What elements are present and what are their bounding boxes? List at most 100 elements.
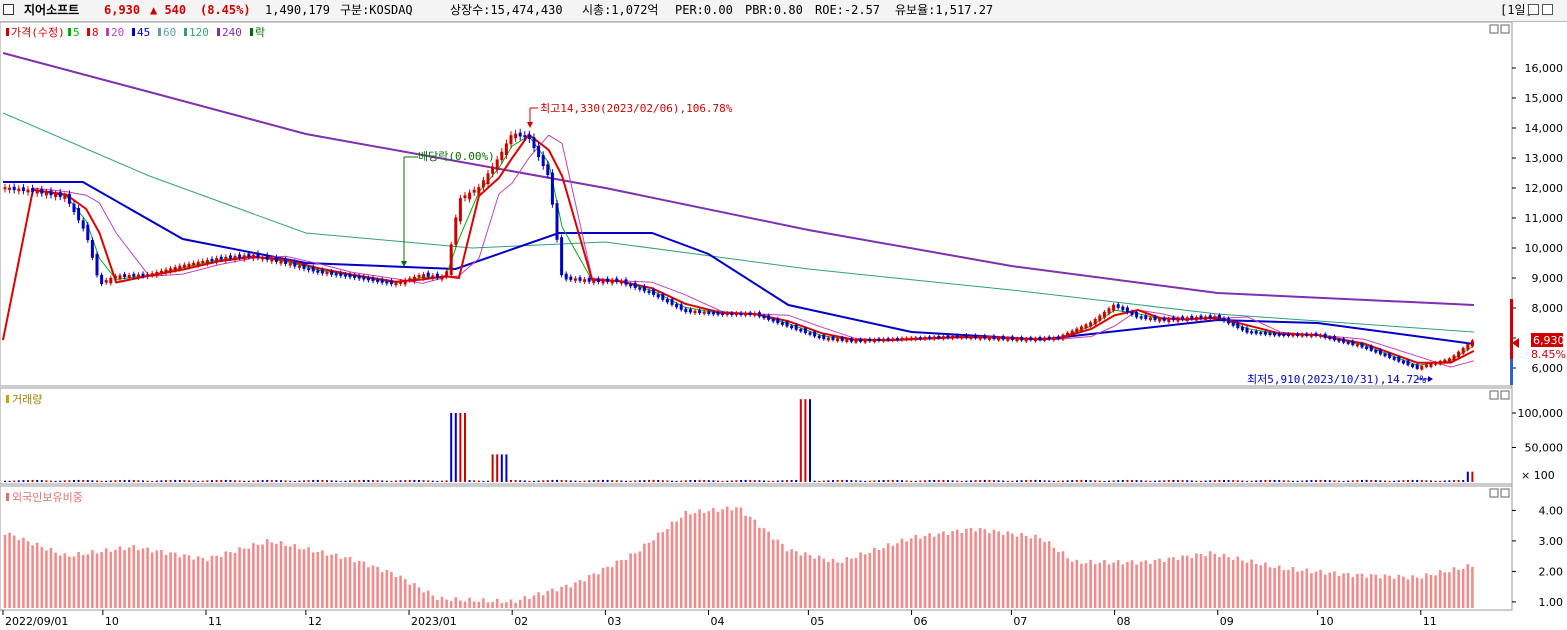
volume-bar [542, 480, 545, 482]
volume-bar [652, 479, 655, 482]
foreign-bar [799, 555, 803, 608]
candle-body [721, 312, 725, 315]
candle-body [794, 324, 798, 330]
foreign-bar [1080, 563, 1083, 608]
volume-bar [86, 480, 89, 482]
volume-bar [1379, 480, 1382, 482]
volume-bar [799, 399, 802, 482]
volume-bar [1025, 480, 1028, 482]
candle-body [1052, 337, 1056, 341]
foreign-bar [850, 558, 853, 608]
volume-bar [1200, 480, 1202, 482]
candle-body [63, 195, 67, 199]
volume-bar [1430, 480, 1432, 482]
foreign-bar [1337, 575, 1341, 608]
volume-bar [192, 480, 195, 482]
volume-bar [224, 479, 227, 482]
candle-body [491, 166, 495, 174]
candle-body [573, 278, 577, 281]
foreign-bar [293, 544, 297, 608]
candle-body [486, 173, 490, 184]
volume-bar [933, 479, 936, 482]
candle-body [1415, 364, 1419, 369]
volume-bar [615, 480, 618, 482]
select-checkbox[interactable] [3, 4, 14, 15]
candle-body [546, 164, 550, 176]
candle-body [831, 336, 835, 341]
volume-bar [763, 480, 765, 482]
foreign-bar [684, 510, 688, 608]
foreign-bar [753, 519, 757, 608]
foreign-bar [859, 552, 862, 608]
foreign-bar [675, 521, 678, 608]
x-tick-label: 11 [208, 615, 222, 628]
volume-bar [694, 479, 696, 482]
candle-body [900, 337, 904, 341]
maximize-icon[interactable] [1542, 4, 1553, 15]
candle-body [734, 313, 738, 316]
foreign-bar [137, 550, 140, 608]
candle-body [711, 312, 715, 315]
volume-bar [312, 479, 315, 482]
foreign-bar [1176, 560, 1180, 608]
ma-line-20 [2, 134, 1475, 368]
foreign-bar [348, 556, 352, 608]
period-selector[interactable]: [1일] [1500, 3, 1533, 17]
candle-body [325, 272, 329, 275]
volume-bar [878, 480, 880, 482]
candle-body [196, 261, 200, 266]
candle-body [1056, 336, 1060, 339]
candle-body [205, 259, 209, 264]
chart-canvas[interactable]: 가격(수정) 5 8 20 45 60 120 240 락 거래량 외국인보유비중 16,000… [0, 22, 1567, 630]
volume-bar [740, 480, 742, 482]
volume-bar [1333, 480, 1336, 482]
candle-body [449, 244, 453, 275]
foreign-bar [1158, 558, 1161, 608]
candle-body [1240, 326, 1244, 331]
foreign-bar [923, 535, 927, 608]
candle-body [481, 180, 485, 188]
candle-body [541, 155, 545, 167]
volume-bar [1154, 480, 1156, 482]
volume-bar [1250, 480, 1253, 482]
legend-item: 락 [255, 26, 265, 39]
foreign-panel-controls[interactable] [1489, 488, 1510, 498]
foreign-bar [1296, 571, 1299, 608]
candle-body [1277, 333, 1281, 336]
foreign-bar [1047, 541, 1051, 608]
foreign-bar [1291, 567, 1295, 608]
candle-body [955, 334, 959, 338]
candle-body [17, 188, 21, 192]
foreign-bar [1162, 561, 1166, 608]
candle-body [21, 187, 25, 192]
price-panel-controls[interactable] [1489, 24, 1510, 34]
candle-body [1148, 317, 1152, 321]
volume-bar [634, 480, 637, 482]
volume-bar [1112, 480, 1115, 482]
volume-bar [169, 479, 172, 482]
volume-bar [1301, 480, 1304, 482]
minimize-icon[interactable] [1528, 4, 1539, 15]
candle-body [1061, 334, 1065, 340]
candle-body [1125, 307, 1129, 313]
volume-bar [266, 479, 269, 482]
volume-panel-controls[interactable] [1489, 390, 1510, 400]
candle-body [394, 282, 398, 286]
volume-bar [997, 480, 1000, 482]
volume-bar [183, 480, 186, 482]
volume-bar [427, 480, 430, 482]
foreign-bar [946, 534, 950, 608]
foreign-bar [574, 582, 577, 608]
candle-body [1070, 330, 1074, 336]
foreign-bar [385, 569, 389, 608]
legend-swatch [184, 28, 187, 36]
candle-body [399, 281, 403, 284]
foreign-bar [1204, 556, 1207, 608]
legend-swatch [158, 28, 161, 36]
candle-body [964, 334, 968, 338]
volume-bar [730, 480, 733, 482]
foreign-bar [955, 529, 959, 608]
volume-bar [1310, 480, 1313, 482]
candle-body [1420, 365, 1424, 370]
foreign-bar [1268, 567, 1272, 608]
